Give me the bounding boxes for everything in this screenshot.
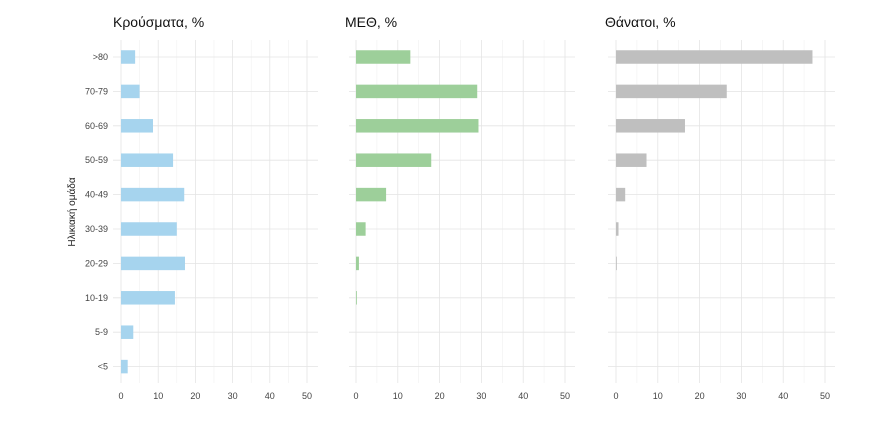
bar-40-49 [616, 187, 626, 202]
y-tick-label: <5 [98, 362, 108, 372]
bar-40-49 [356, 187, 387, 202]
bar-50-59 [616, 153, 647, 167]
x-tick-label: 10 [153, 391, 163, 401]
bar-20-29 [616, 256, 617, 271]
panel-3: 0 10 20 30 40 50 Θάνατοι, % [605, 14, 835, 401]
bar-5-9 [121, 325, 134, 339]
bar-60-69 [356, 119, 479, 133]
x-tick-label: 20 [695, 391, 705, 401]
bar-20-29 [356, 256, 359, 271]
x-tick-label: 0 [613, 391, 618, 401]
y-tick-label: 30-39 [85, 224, 108, 234]
x-tick-label: 40 [265, 391, 275, 401]
y-tick-label: 60-69 [85, 121, 108, 131]
x-tick-label: 20 [435, 391, 445, 401]
bar-60-69 [616, 119, 685, 133]
y-tick-label: 50-59 [85, 155, 108, 165]
y-tick-label: 20-29 [85, 258, 108, 268]
bar-30-39 [121, 222, 177, 236]
bar-20-29 [121, 256, 185, 271]
bar-50-59 [356, 153, 432, 167]
bar-30-39 [356, 222, 366, 236]
panel-2: 0 10 20 30 40 50 ΜΕΘ, % [345, 14, 575, 401]
bar-70-79 [356, 84, 478, 99]
bar-<5 [121, 359, 128, 374]
x-tick-label: 30 [228, 391, 238, 401]
y-axis-label: Ηλικιακή ομάδα [66, 177, 78, 246]
bar-30-39 [616, 222, 619, 236]
bar-10-19 [121, 291, 175, 305]
bar->80 [616, 50, 813, 64]
x-tick-label: 40 [778, 391, 788, 401]
bar->80 [121, 50, 136, 64]
x-tick-label: 30 [736, 391, 746, 401]
panel-title: Κρούσματα, % [113, 14, 204, 30]
bar-40-49 [121, 187, 185, 202]
x-tick-label: 50 [820, 391, 830, 401]
x-tick-label: 50 [302, 391, 312, 401]
x-tick-label: 30 [476, 391, 486, 401]
x-tick-label: 0 [353, 391, 358, 401]
x-tick-label: 10 [653, 391, 663, 401]
y-tick-label: 10-19 [85, 293, 108, 303]
bar->80 [356, 50, 411, 64]
y-tick-label: 70-79 [85, 86, 108, 96]
y-tick-label: 40-49 [85, 190, 108, 200]
bar-70-79 [616, 84, 727, 99]
y-tick-label: 5-9 [95, 327, 108, 337]
bar-60-69 [121, 119, 153, 133]
bar-10-19 [356, 291, 357, 305]
x-tick-label: 0 [118, 391, 123, 401]
x-tick-label: 40 [518, 391, 528, 401]
bar-70-79 [121, 84, 140, 99]
y-tick-label: >80 [93, 52, 108, 62]
x-tick-label: 20 [190, 391, 200, 401]
panel-title: ΜΕΘ, % [345, 14, 397, 30]
panel-1: 0 10 20 30 40 50 Κρούσματα, % [113, 14, 318, 401]
x-tick-label: 10 [393, 391, 403, 401]
bar-50-59 [121, 153, 174, 167]
x-tick-label: 50 [560, 391, 570, 401]
panel-title: Θάνατοι, % [605, 14, 676, 30]
